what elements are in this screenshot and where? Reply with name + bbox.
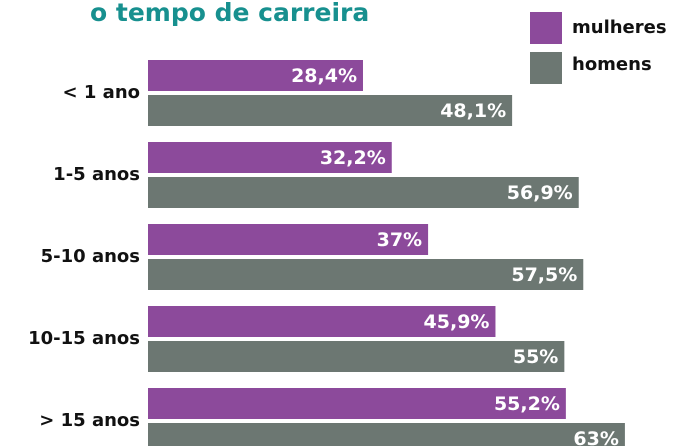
value-label: 55,2%: [494, 393, 560, 415]
bar: [148, 306, 496, 337]
value-label: 28,4%: [291, 65, 357, 87]
value-label: 57,5%: [511, 264, 577, 286]
legend-swatch: [530, 52, 562, 84]
legend-swatch: [530, 12, 562, 44]
value-label: 56,9%: [507, 182, 573, 204]
bar: [148, 142, 392, 173]
legend-label: homens: [572, 54, 652, 75]
category-label: > 15 anos: [39, 410, 140, 431]
bar: [148, 341, 565, 372]
bar: [148, 224, 429, 255]
value-label: 63%: [573, 428, 618, 446]
bar: [148, 60, 363, 91]
bar: [148, 259, 584, 290]
bar: [148, 388, 566, 419]
value-label: 32,2%: [320, 147, 386, 169]
category-label: < 1 ano: [63, 82, 140, 103]
bar: [148, 95, 513, 126]
bar: [148, 177, 579, 208]
value-label: 37%: [377, 229, 422, 251]
chart-title: o tempo de carreira: [90, 0, 369, 27]
category-label: 5-10 anos: [41, 246, 140, 267]
legend-label: mulheres: [572, 17, 667, 38]
value-label: 55%: [513, 346, 558, 368]
value-label: 48,1%: [440, 100, 506, 122]
value-label: 45,9%: [424, 311, 490, 333]
bar: [148, 423, 625, 446]
category-label: 10-15 anos: [28, 328, 140, 349]
category-label: 1-5 anos: [53, 164, 140, 185]
